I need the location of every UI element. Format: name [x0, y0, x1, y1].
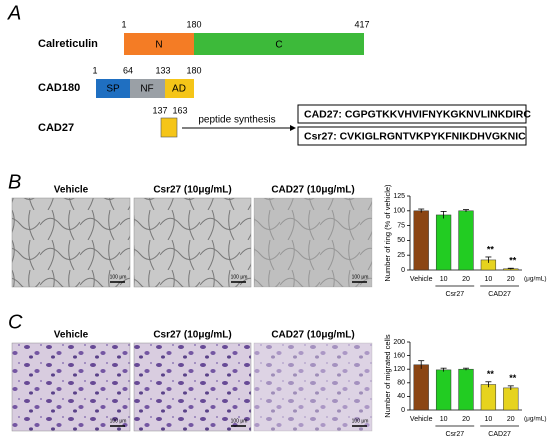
x-tick-label: 10 — [485, 416, 493, 423]
bar — [458, 368, 474, 411]
bar — [435, 369, 452, 411]
y-tick-label: 40 — [397, 393, 405, 400]
scale-bar-label: 100 μm — [231, 274, 248, 280]
x-tick-label: 10 — [440, 276, 448, 283]
y-axis-label: Number of ring (% of vehicle) — [383, 184, 392, 282]
domain-ad — [165, 79, 194, 98]
scale-bar-label: 100 μm — [110, 418, 127, 424]
x-tick-label: 20 — [507, 416, 515, 423]
x-tick-label: 20 — [462, 416, 470, 423]
y-axis-label: Number of migrated cells — [383, 334, 392, 418]
micrograph — [11, 197, 131, 288]
position: 133 — [155, 65, 170, 75]
y-tick-label: 120 — [393, 366, 405, 373]
panel-label: C — [8, 311, 23, 333]
domain-label: C — [275, 40, 282, 51]
sequence-box — [297, 126, 527, 146]
y-tick-label: 25 — [397, 252, 405, 259]
arrow-head — [290, 125, 296, 131]
position: 417 — [354, 19, 369, 29]
domain-label: SP — [106, 84, 120, 95]
domain-nf — [130, 79, 165, 98]
unit-label: (μg/mL) — [524, 276, 547, 283]
sequence: CAD27: CGPGTKKVHVIFNYKGKNVLINKDIRC — [304, 108, 531, 120]
y-tick-label: 125 — [393, 193, 405, 200]
y-tick-label: 200 — [393, 339, 405, 346]
y-tick-label: 50 — [397, 237, 405, 244]
cad27-box — [160, 117, 178, 138]
bar — [413, 364, 429, 411]
panel-label: B — [8, 171, 21, 193]
x-tick-label: 20 — [462, 276, 470, 283]
position: 1 — [92, 65, 97, 75]
micrograph — [11, 342, 131, 432]
domain-n — [124, 33, 194, 55]
micrograph — [253, 197, 373, 288]
significance: ** — [509, 256, 517, 266]
y-tick-label: 0 — [401, 267, 405, 274]
domain-label: N — [155, 40, 162, 51]
protein-name: CAD180 — [38, 82, 80, 94]
y-tick-label: 0 — [401, 407, 405, 414]
x-tick-label: 20 — [507, 276, 515, 283]
micrograph — [253, 342, 373, 432]
position: 64 — [123, 65, 133, 75]
image-title: Csr27 (10μg/mL) — [153, 330, 231, 341]
bar — [480, 384, 497, 411]
bar — [458, 210, 474, 271]
position: 180 — [186, 65, 201, 75]
y-tick-label: 80 — [397, 380, 405, 387]
x-tick-label: Vehicle — [410, 416, 433, 423]
scale-bar-label: 100 μm — [231, 418, 248, 424]
y-tick-label: 75 — [397, 222, 405, 229]
domain-label: NF — [140, 84, 153, 95]
significance: ** — [509, 373, 517, 383]
group-label: CAD27 — [488, 291, 511, 298]
image-title: Vehicle — [54, 185, 89, 196]
micrograph — [133, 197, 252, 288]
domain-label: AD — [172, 84, 186, 95]
domain-sp — [96, 79, 130, 98]
sequence: Csr27: CVKIGLRGNTVKPYKFNIKDHVGKNIC — [304, 130, 526, 142]
x-tick-label: Vehicle — [410, 276, 433, 283]
significance: ** — [487, 369, 495, 379]
y-tick-label: 100 — [393, 208, 405, 215]
unit-label: (μg/mL) — [524, 416, 547, 423]
group-label: Csr27 — [445, 431, 464, 438]
image-title: Csr27 (10μg/mL) — [153, 185, 231, 196]
micrograph — [133, 342, 252, 432]
protein-name: CAD27 — [38, 122, 74, 134]
scale-bar-label: 100 μm — [110, 274, 127, 280]
image-title: CAD27 (10μg/mL) — [271, 330, 354, 341]
domain-c — [194, 33, 364, 55]
group-label: CAD27 — [488, 431, 511, 438]
x-tick-label: 10 — [440, 416, 448, 423]
sequence-box — [297, 104, 527, 124]
position: 163 — [172, 105, 187, 115]
y-tick-label: 160 — [393, 352, 405, 359]
scale-bar-label: 100 μm — [352, 418, 369, 424]
bar — [413, 210, 429, 271]
panel-label: A — [7, 2, 21, 24]
bar — [435, 214, 452, 271]
x-tick-label: 10 — [485, 276, 493, 283]
arrow-label: peptide synthesis — [198, 115, 275, 126]
significance: ** — [487, 244, 495, 254]
image-title: Vehicle — [54, 330, 89, 341]
image-title: CAD27 (10μg/mL) — [271, 185, 354, 196]
position: 1 — [121, 19, 126, 29]
group-label: Csr27 — [445, 291, 464, 298]
position: 137 — [152, 105, 167, 115]
scale-bar-label: 100 μm — [352, 274, 369, 280]
protein-name: Calreticulin — [38, 38, 98, 50]
position: 180 — [186, 19, 201, 29]
bar — [503, 387, 519, 411]
